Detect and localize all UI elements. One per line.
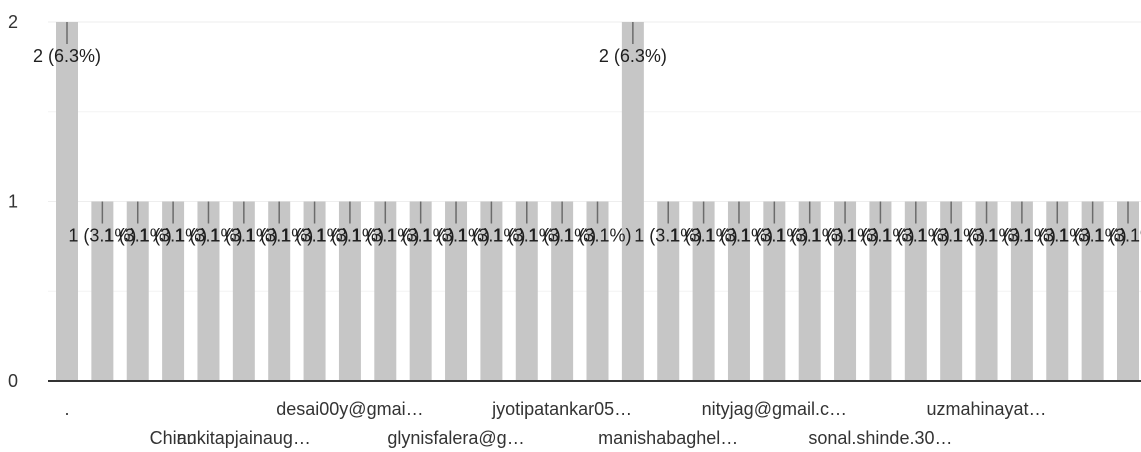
x-tick-label: sonal.shinde.30… bbox=[808, 428, 952, 448]
bar-value-label: 1 (3.1%) bbox=[846, 226, 914, 246]
bar-value-label: 1 (3.1%) bbox=[281, 226, 349, 246]
x-tick-label: uzmahinayat… bbox=[927, 399, 1047, 419]
bar-value-label: 1 (3.1%) bbox=[139, 226, 207, 246]
bar bbox=[374, 201, 397, 381]
bar bbox=[834, 201, 857, 381]
bar bbox=[975, 201, 998, 381]
bar bbox=[798, 201, 821, 381]
bar-value-label: 1 (3.1%) bbox=[245, 226, 313, 246]
bar bbox=[551, 201, 574, 381]
bar bbox=[232, 201, 255, 381]
bar bbox=[91, 201, 114, 381]
bar-value-label: 1 (3.1%) bbox=[882, 226, 950, 246]
bar-value-label: 1 (3.1%) bbox=[104, 226, 172, 246]
bar-value-label: 1 (3.1%) bbox=[563, 226, 631, 246]
bar-value-label: 1 (3.1%) bbox=[988, 226, 1056, 246]
bar bbox=[869, 201, 892, 381]
bar-value-label: 1 (3.1%) bbox=[705, 226, 773, 246]
bar bbox=[1081, 201, 1104, 381]
bar bbox=[904, 201, 927, 381]
x-tick-label: jyotipatankar05… bbox=[491, 399, 632, 419]
bar-value-label: 1 (3.1%) bbox=[634, 226, 702, 246]
bar-value-label: 1 (3.1%) bbox=[670, 226, 738, 246]
bar-value-label: 1 (3.1%) bbox=[68, 226, 136, 246]
bar-value-label: 1 (3.1%) bbox=[422, 226, 490, 246]
bar bbox=[692, 201, 715, 381]
bar bbox=[657, 201, 680, 381]
bar bbox=[445, 201, 468, 381]
x-tick-label: glynisfalera@g… bbox=[387, 428, 524, 448]
bar bbox=[621, 22, 644, 381]
bar bbox=[162, 201, 185, 381]
bar bbox=[480, 201, 503, 381]
bar-value-label: 1 (3.1%) bbox=[528, 226, 596, 246]
bar bbox=[515, 201, 538, 381]
bar-value-label: 1 (3.1%) bbox=[811, 226, 879, 246]
bar bbox=[268, 201, 291, 381]
bar-value-label: 2 (6.3%) bbox=[599, 46, 667, 66]
bar bbox=[126, 201, 149, 381]
bar bbox=[586, 201, 609, 381]
bar-value-label: 1 (3.1%) bbox=[210, 226, 278, 246]
bar-value-label: 1 (3.1%) bbox=[1023, 226, 1091, 246]
x-tick-label: . bbox=[64, 399, 69, 419]
bar-value-label: 1 (3.1%) bbox=[776, 226, 844, 246]
bar bbox=[1046, 201, 1069, 381]
bar-value-label: 1 (3.1%) bbox=[917, 226, 985, 246]
y-tick-label: 1 bbox=[8, 192, 18, 212]
bar-value-label: 1 (3.1%) bbox=[740, 226, 808, 246]
bar bbox=[197, 201, 220, 381]
bar bbox=[409, 201, 432, 381]
bar-value-label: 1 (3.1%) bbox=[1094, 226, 1141, 246]
x-tick-label: Chinu bbox=[150, 428, 197, 448]
bar bbox=[763, 201, 786, 381]
bar bbox=[940, 201, 963, 381]
bar-value-label: 2 (6.3%) bbox=[33, 46, 101, 66]
x-tick-label: nityjag@gmail.c… bbox=[702, 399, 847, 419]
bar bbox=[1010, 201, 1033, 381]
x-tick-label: desai00y@gmai… bbox=[276, 399, 423, 419]
bar bbox=[727, 201, 750, 381]
x-tick-label: ankitapjainaug… bbox=[177, 428, 311, 448]
y-tick-label: 2 bbox=[8, 12, 18, 32]
bar-value-label: 1 (3.1%) bbox=[1059, 226, 1127, 246]
bar-value-labels: 2 (6.3%)1 (3.1%)1 (3.1%)1 (3.1%)1 (3.1%)… bbox=[33, 22, 1141, 246]
bar-value-label: 1 (3.1%) bbox=[493, 226, 561, 246]
bars bbox=[56, 22, 1139, 381]
bar-value-label: 1 (3.1%) bbox=[316, 226, 384, 246]
bar-value-label: 1 (3.1%) bbox=[387, 226, 455, 246]
bar-value-label: 1 (3.1%) bbox=[351, 226, 419, 246]
bar-value-label: 1 (3.1%) bbox=[457, 226, 525, 246]
y-tick-label: 0 bbox=[8, 371, 18, 391]
bar bbox=[56, 22, 78, 381]
bar bbox=[338, 201, 361, 381]
x-tick-label: manishabaghel… bbox=[598, 428, 738, 448]
y-axis-tick-labels: 0 1 2 bbox=[8, 12, 18, 391]
bar-value-label: 1 (3.1%) bbox=[174, 226, 242, 246]
bar bbox=[1117, 201, 1139, 381]
bar-value-label: 1 (3.1%) bbox=[953, 226, 1021, 246]
bar bbox=[303, 201, 326, 381]
